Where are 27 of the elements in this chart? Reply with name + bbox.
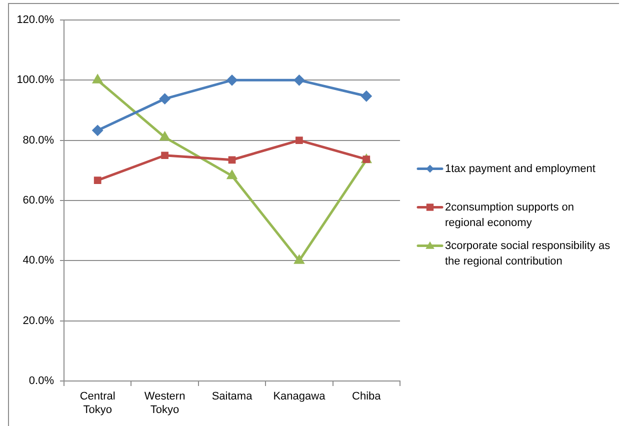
x-tick-label: Central Tokyo <box>80 390 116 416</box>
point <box>160 131 170 141</box>
point <box>94 176 102 184</box>
y-tick-label: 80.0% <box>22 134 54 146</box>
point <box>228 156 236 164</box>
y-tick-label: 60.0% <box>22 194 54 207</box>
x-tick-label: Saitama <box>212 390 254 403</box>
point <box>294 254 304 264</box>
legend-label: 3corporate social responsibility as the regional contribution <box>445 240 611 268</box>
point <box>161 152 168 160</box>
point <box>296 136 303 144</box>
x-tick-label: Kanagawa <box>273 390 326 403</box>
legend-label: 1tax payment and employment <box>445 162 596 175</box>
point <box>226 170 238 180</box>
y-tick-label: 100.0% <box>16 74 54 86</box>
y-tick-label: 0.0% <box>28 375 54 388</box>
y-tick-label: 20.0% <box>22 314 54 327</box>
x-tick-label: Chiba <box>352 390 382 403</box>
point <box>360 90 372 102</box>
y-tick-label: 40.0% <box>22 254 54 267</box>
x-tick-label: Western Tokyo <box>144 390 186 416</box>
point <box>294 74 305 86</box>
legend-label: 2consumption supports on regional economy <box>445 201 574 229</box>
point <box>92 124 104 136</box>
point <box>226 74 238 86</box>
y-tick-label: 120.0% <box>16 14 54 26</box>
point <box>159 93 170 104</box>
